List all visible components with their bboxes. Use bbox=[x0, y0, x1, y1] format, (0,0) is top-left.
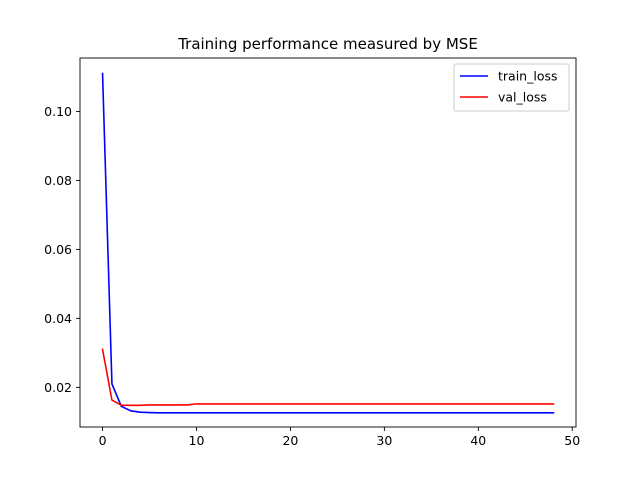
legend-label-val-loss: val_loss bbox=[498, 90, 547, 105]
plot-area bbox=[101, 72, 555, 414]
y-tick-label: 0.08 bbox=[44, 173, 72, 188]
chart-title: Training performance measured by MSE bbox=[177, 35, 478, 53]
legend-label-train-loss: train_loss bbox=[498, 69, 558, 84]
x-tick-label: 10 bbox=[189, 433, 205, 448]
axes: 0 10 20 30 40 50 0.02 0.04 0.06 0.08 0.10 bbox=[44, 57, 580, 448]
axes-frame bbox=[79, 57, 577, 428]
y-tick-label: 0.06 bbox=[44, 242, 72, 257]
x-tick-label: 0 bbox=[99, 433, 107, 448]
legend: train_loss val_loss bbox=[453, 63, 570, 112]
y-tick-label: 0.04 bbox=[44, 311, 72, 326]
series-line-val-loss bbox=[101, 348, 555, 407]
y-tick-label: 0.10 bbox=[44, 104, 72, 119]
x-tick-label: 20 bbox=[282, 433, 298, 448]
x-tick-label: 50 bbox=[564, 433, 580, 448]
x-tick-label: 40 bbox=[470, 433, 486, 448]
y-tick-label: 0.02 bbox=[44, 380, 72, 395]
series-line-train-loss bbox=[101, 72, 555, 414]
x-tick-label: 30 bbox=[376, 433, 392, 448]
